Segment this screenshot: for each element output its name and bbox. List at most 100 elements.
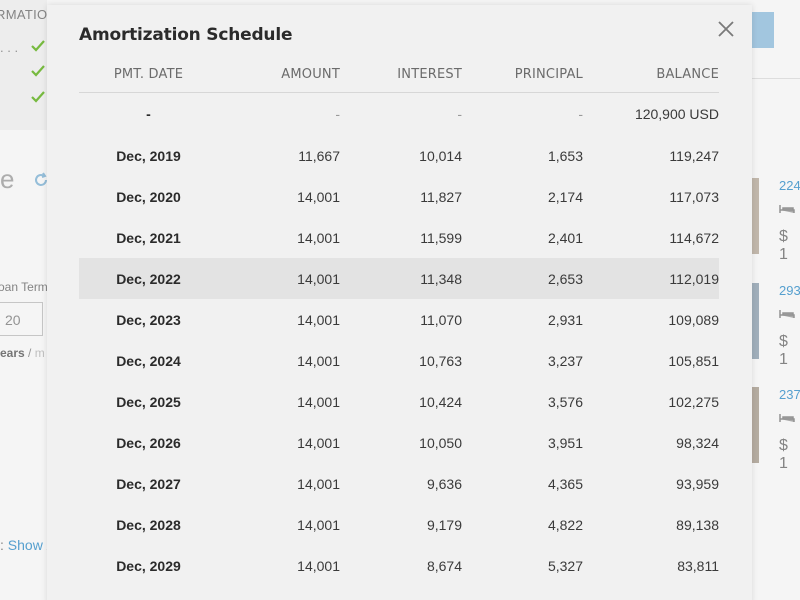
cell-principal: 1,653 <box>547 147 583 164</box>
cell-principal: 3,576 <box>547 393 583 410</box>
cell-amount: 14,001 <box>297 188 340 205</box>
cell-interest: 9,179 <box>426 516 462 533</box>
cell-amount: 11,667 <box>298 147 340 164</box>
table-row: - - - - 120,900 USD <box>79 93 719 135</box>
cell-principal: 4,822 <box>547 516 583 533</box>
cell-principal: 2,931 <box>547 311 583 328</box>
years-option[interactable]: ears <box>0 346 25 360</box>
close-icon[interactable] <box>715 18 737 40</box>
cell-balance: 114,672 <box>669 229 719 246</box>
cell-balance: 117,073 <box>669 188 719 205</box>
cell-interest: 10,424 <box>419 393 462 410</box>
months-option[interactable]: m <box>34 346 45 360</box>
listing-number[interactable]: 237 <box>779 387 800 402</box>
show-prefix: : <box>0 537 4 553</box>
cell-date: Dec, 2029 <box>116 557 181 574</box>
cell-principal: 2,401 <box>547 229 583 246</box>
cell-balance: 93,959 <box>676 475 719 492</box>
cell-balance: 112,019 <box>669 270 719 287</box>
cell-date: Dec, 2024 <box>116 352 181 369</box>
cell-balance: 102,275 <box>668 393 719 410</box>
cell-date: Dec, 2020 <box>116 188 181 205</box>
listing-number[interactable]: 224 <box>779 178 800 193</box>
confirmation-dots: . . . <box>0 40 19 55</box>
cell-date: Dec, 2027 <box>116 475 181 492</box>
listing-card[interactable]: 293 $ 1 <box>752 283 800 368</box>
cell-amount: 14,001 <box>297 311 340 328</box>
bed-icon <box>779 414 795 422</box>
cell-balance: 98,324 <box>676 434 719 451</box>
listing-price: $ 1 <box>779 228 788 263</box>
listing-price: $ 1 <box>779 333 788 368</box>
listing-thumbnail[interactable] <box>752 283 759 359</box>
table-row: Dec, 2020 14,001 11,827 2,174 117,073 <box>79 176 719 217</box>
cell-principal: 2,653 <box>547 270 583 287</box>
cell-principal: 3,237 <box>547 352 583 369</box>
refresh-icon[interactable] <box>32 171 47 189</box>
table-header: PMT. DATE AMOUNT INTEREST PRINCIPAL BALA… <box>79 57 719 93</box>
cell-balance: 105,851 <box>668 352 719 369</box>
cell-interest: 11,827 <box>420 188 462 205</box>
cell-balance: 109,089 <box>668 311 719 328</box>
loan-term-value: 20 <box>5 312 21 328</box>
action-button-fragment[interactable] <box>752 12 774 48</box>
cell-amount: 14,001 <box>297 393 340 410</box>
amortization-modal: Amortization Schedule PMT. DATE AMOUNT I… <box>47 5 752 600</box>
column-header-principal: PRINCIPAL <box>514 67 583 82</box>
cell-date: Dec, 2028 <box>116 516 181 533</box>
check-icon <box>31 65 45 77</box>
check-icon <box>31 40 45 52</box>
bed-icon <box>779 310 795 318</box>
column-header-date: PMT. DATE <box>113 67 184 82</box>
cell-amount: 14,001 <box>297 557 340 574</box>
cell-date: Dec, 2022 <box>116 270 181 287</box>
listing-card[interactable]: 237 $ 1 <box>752 387 800 472</box>
show-link[interactable]: Show <box>7 537 43 553</box>
cell-interest: 10,014 <box>419 147 462 164</box>
listing-thumbnail[interactable] <box>752 178 759 254</box>
table-row: Dec, 2028 14,001 9,179 4,822 89,138 <box>79 504 719 545</box>
cell-amount: 14,001 <box>297 270 340 287</box>
bed-icon <box>779 205 795 213</box>
listing-number[interactable]: 293 <box>779 283 800 298</box>
show-schedule-row: : Show / <box>0 537 47 553</box>
cell-principal: 2,174 <box>547 188 583 205</box>
cell-principal: 4,365 <box>547 475 583 492</box>
cell-balance: 120,900 USD <box>634 106 719 122</box>
listing-card[interactable]: 224 $ 1 <box>752 178 800 263</box>
cell-amount: 14,001 <box>297 516 340 533</box>
cell-principal: 3,951 <box>547 434 583 451</box>
table-row: Dec, 2027 14,001 9,636 4,365 93,959 <box>79 463 719 504</box>
column-header-balance: BALANCE <box>656 67 719 82</box>
table-row: Dec, 2024 14,001 10,763 3,237 105,851 <box>79 340 719 381</box>
term-unit-toggle[interactable]: ears / m <box>0 346 45 360</box>
cell-interest: 9,636 <box>426 475 462 492</box>
cell-interest: 8,674 <box>426 557 462 574</box>
cell-date: Dec, 2025 <box>116 393 181 410</box>
cell-date: Dec, 2023 <box>116 311 181 328</box>
background-left-panel: RMATION . . . e oan Term 20 ears / m : S… <box>0 0 47 600</box>
listing-thumbnail[interactable] <box>752 387 759 463</box>
cell-date: - <box>146 106 151 122</box>
loan-term-label: oan Term <box>0 280 47 294</box>
loan-term-input[interactable]: 20 <box>0 302 43 336</box>
cell-date: Dec, 2026 <box>116 434 181 451</box>
table-row: Dec, 2025 14,001 10,424 3,576 102,275 <box>79 381 719 422</box>
table-row: Dec, 2019 11,667 10,014 1,653 119,247 <box>79 135 719 176</box>
background-right-panel: 224 $ 1 293 $ 1 237 $ 1 <box>752 0 800 600</box>
cell-interest: 10,050 <box>419 434 462 451</box>
cell-principal: 5,327 <box>547 557 583 574</box>
table-row: Dec, 2026 14,001 10,050 3,951 98,324 <box>79 422 719 463</box>
table-row: Dec, 2023 14,001 11,070 2,931 109,089 <box>79 299 719 340</box>
cell-interest: 11,599 <box>420 229 462 246</box>
calculator-title-fragment: e <box>0 164 15 194</box>
unit-separator: / <box>28 346 32 360</box>
cell-balance: 119,247 <box>669 147 719 164</box>
confirmation-section <box>0 0 47 130</box>
cell-amount: - <box>335 106 340 122</box>
cell-date: Dec, 2019 <box>116 147 181 164</box>
cell-interest: - <box>457 106 462 122</box>
listing-price: $ 1 <box>779 437 788 472</box>
cell-amount: 14,001 <box>297 229 340 246</box>
